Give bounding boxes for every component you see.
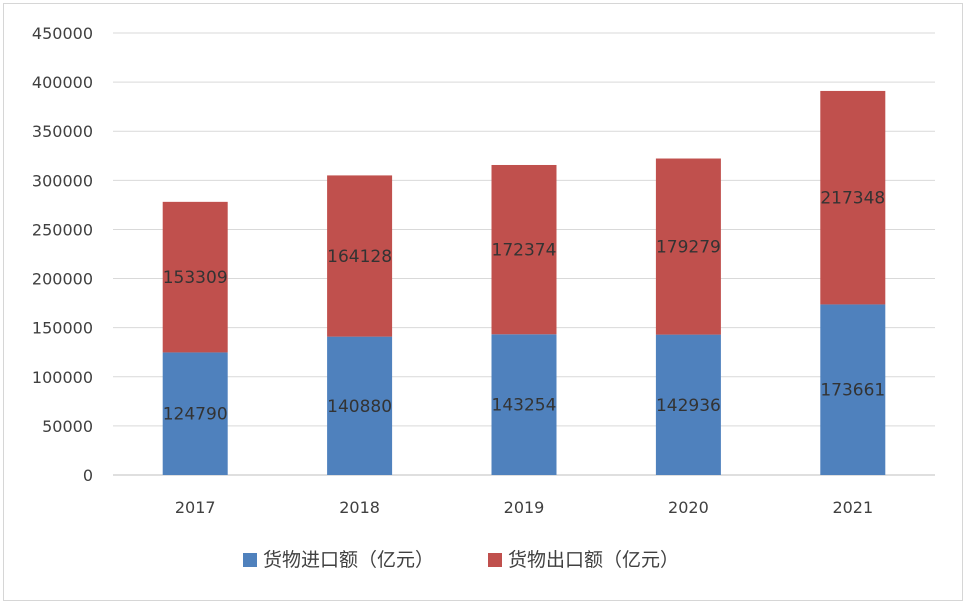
bar-import-2020 (655, 334, 721, 475)
x-tick-label: 2017 (175, 498, 216, 517)
bar-import-2018 (327, 336, 393, 475)
y-tick-label: 450000 (32, 24, 93, 43)
y-tick-label: 200000 (32, 270, 93, 289)
data-label: 164128 (327, 247, 392, 267)
legend-label-export: 货物出口额（亿元） (508, 549, 679, 571)
bar-import-2019 (491, 334, 557, 475)
x-tick-label: 2018 (339, 498, 380, 517)
y-tick-label: 350000 (32, 122, 93, 141)
data-label: 153309 (163, 268, 228, 288)
data-label: 173661 (820, 381, 885, 401)
y-axis: 0 50000 100000 150000 200000 250000 300000 3500… (32, 24, 93, 485)
y-tick-label: 400000 (32, 73, 93, 92)
data-label: 143254 (492, 396, 557, 416)
bar-export-2020 (655, 158, 721, 335)
y-tick-label: 150000 (32, 319, 93, 338)
bar-export-2021 (820, 90, 886, 305)
legend-label-import: 货物进口额（亿元） (263, 549, 434, 571)
legend-swatch-import (243, 553, 257, 567)
bar-export-2019 (491, 164, 557, 335)
data-label: 179279 (656, 238, 721, 258)
legend: 货物进口额（亿元） 货物出口额（亿元） (243, 549, 679, 571)
data-label: 217348 (820, 189, 885, 209)
y-tick-label: 250000 (32, 220, 93, 239)
x-tick-label: 2020 (668, 498, 709, 517)
data-label: 140880 (327, 397, 392, 417)
x-tick-label: 2021 (832, 498, 873, 517)
data-label: 124790 (163, 405, 228, 425)
y-tick-label: 300000 (32, 171, 93, 190)
x-axis: 2017 2018 2019 2020 2021 (175, 498, 873, 517)
data-label: 142936 (656, 396, 721, 416)
gridlines (113, 32, 935, 476)
data-labels: 124790 153309 140880 164128 143254 172374 1429… (163, 189, 886, 425)
y-tick-label: 50000 (42, 417, 93, 436)
y-tick-label: 0 (83, 466, 93, 485)
bar-import-2021 (820, 304, 886, 475)
legend-swatch-export (488, 553, 502, 567)
bar-export-2017 (162, 201, 228, 353)
bar-export-2018 (327, 175, 393, 337)
x-tick-label: 2019 (504, 498, 545, 517)
bar-import-2017 (162, 352, 228, 475)
bars (162, 90, 886, 475)
y-tick-label: 100000 (32, 368, 93, 387)
data-label: 172374 (492, 241, 557, 261)
